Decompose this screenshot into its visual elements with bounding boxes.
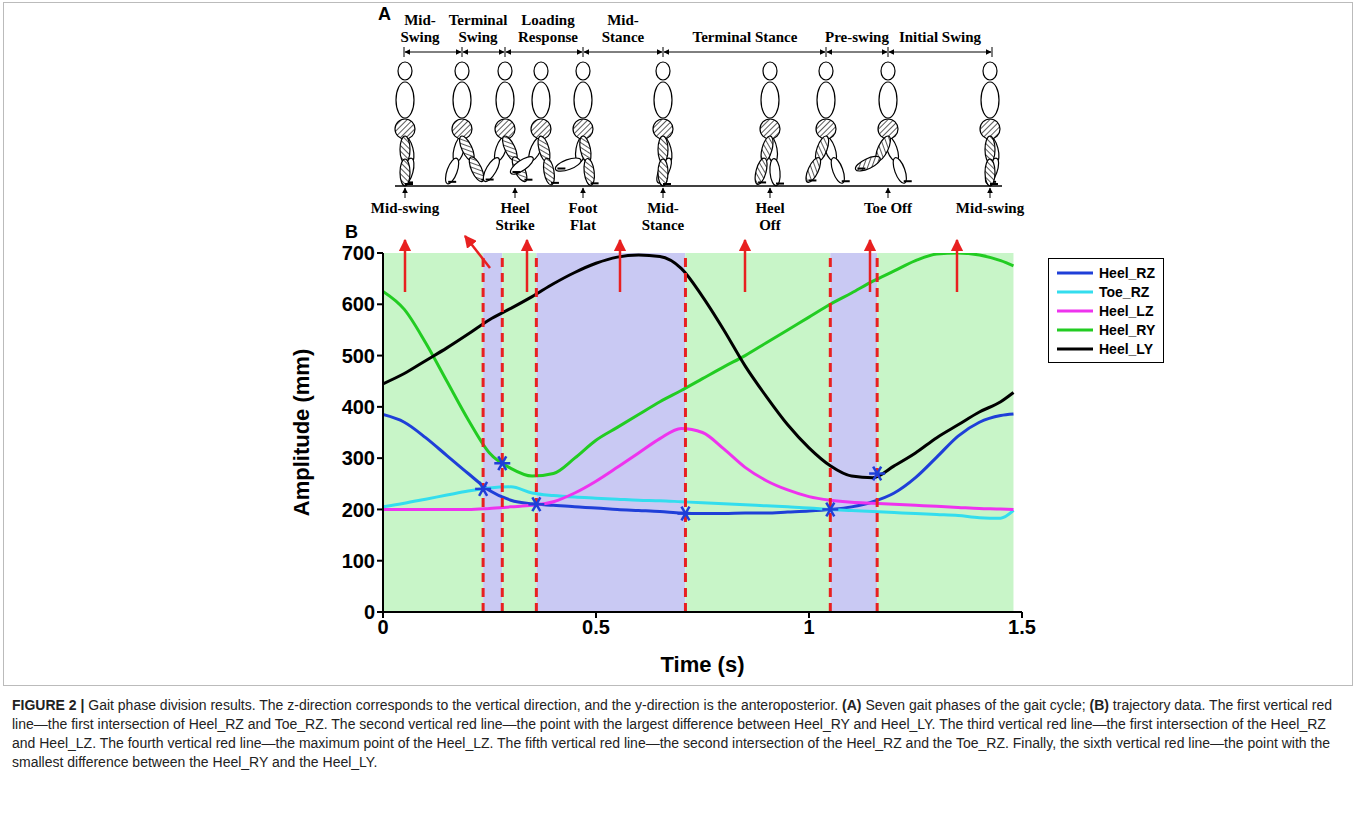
svg-text:700: 700 [342, 242, 375, 264]
html-text:Heel_RZ: Heel_RZ [1099, 264, 1155, 281]
svg-text:1: 1 [803, 616, 814, 638]
svg-text:Mid-Stance: Mid-Stance [642, 200, 685, 233]
svg-text:HeelStrike: HeelStrike [495, 200, 535, 233]
svg-text:Initial Swing: Initial Swing [899, 29, 982, 45]
svg-text:TerminalSwing: TerminalSwing [449, 12, 508, 45]
svg-text:600: 600 [342, 293, 375, 315]
svg-text:Mid-swing: Mid-swing [956, 200, 1025, 216]
svg-text:Mid-swing: Mid-swing [371, 200, 440, 216]
svg-text:Mid-Swing: Mid-Swing [400, 12, 440, 45]
svg-text:Mid-Stance: Mid-Stance [602, 12, 645, 45]
svg-text:FootFlat: FootFlat [568, 200, 597, 233]
svg-text:Amplitude (mm): Amplitude (mm) [289, 349, 314, 516]
html-text:Heel_LZ: Heel_LZ [1099, 302, 1154, 319]
svg-text:B: B [345, 222, 358, 242]
svg-text:Terminal Stance: Terminal Stance [693, 29, 798, 45]
svg-text:300: 300 [342, 447, 375, 469]
html-text:Toe_RZ: Toe_RZ [1099, 283, 1150, 300]
html-text:Heel_RY: Heel_RY [1099, 321, 1156, 338]
svg-text:LoadingResponse: LoadingResponse [518, 12, 578, 45]
svg-text:Pre-swing: Pre-swing [825, 29, 889, 45]
svg-text:Toe Off: Toe Off [864, 200, 913, 216]
html-text:FIGURE 2 | Gait phase division: FIGURE 2 | Gait phase division results. … [12, 697, 1332, 770]
svg-text:200: 200 [342, 499, 375, 521]
svg-text:0.5: 0.5 [582, 616, 610, 638]
svg-text:400: 400 [342, 396, 375, 418]
svg-text:1.5: 1.5 [1008, 616, 1036, 638]
svg-text:500: 500 [342, 345, 375, 367]
svg-text:0: 0 [377, 616, 388, 638]
svg-text:Time (s): Time (s) [661, 652, 745, 677]
html-text:Heel_LY: Heel_LY [1099, 340, 1153, 357]
svg-text:0: 0 [364, 601, 375, 623]
svg-text:100: 100 [342, 550, 375, 572]
svg-text:HeelOff: HeelOff [755, 200, 784, 233]
svg-text:A: A [378, 4, 391, 24]
